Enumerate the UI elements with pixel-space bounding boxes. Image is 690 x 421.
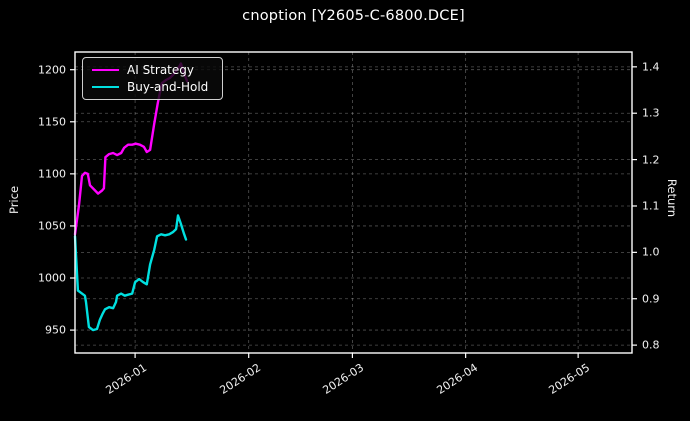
y-tick-label-return: 1.3 bbox=[642, 106, 660, 120]
legend-item-ai-strategy: AI Strategy bbox=[83, 63, 222, 77]
y-tick-label-price: 1200 bbox=[38, 63, 66, 77]
legend-label-ai-strategy: AI Strategy bbox=[127, 62, 194, 77]
chart-title: cnoption [Y2605-C-6800.DCE] bbox=[242, 8, 465, 24]
y-tick-label-return: 0.8 bbox=[642, 338, 660, 352]
plot-border bbox=[74, 51, 633, 354]
legend-item-buy-and-hold: Buy-and-Hold bbox=[83, 80, 222, 94]
y-tick-label-price: 1050 bbox=[38, 219, 66, 233]
y-tick-label-return: 1.4 bbox=[642, 60, 660, 74]
series-line-buy-and-hold bbox=[73, 214, 188, 332]
legend: AI Strategy Buy-and-Hold bbox=[82, 57, 223, 100]
legend-label-buy-and-hold: Buy-and-Hold bbox=[127, 80, 209, 95]
y-tick-label-return: 1.0 bbox=[642, 245, 660, 259]
buy-and-hold-line-swatch bbox=[92, 86, 119, 89]
y-tick-label-price: 1100 bbox=[38, 167, 66, 181]
y-tick-label-return: 1.2 bbox=[642, 153, 660, 167]
y-tick-label-price: 950 bbox=[45, 323, 66, 337]
y-tick-label-price: 1150 bbox=[38, 115, 66, 129]
y-tick-label-return: 0.9 bbox=[642, 292, 660, 306]
y-tick-label-return: 1.1 bbox=[642, 199, 660, 213]
y-tick-label-price: 1000 bbox=[38, 271, 66, 285]
ai-strategy-line-swatch bbox=[92, 68, 119, 71]
y-axis-label-price: Price bbox=[7, 185, 21, 215]
y-axis-label-return: Return bbox=[665, 178, 679, 218]
